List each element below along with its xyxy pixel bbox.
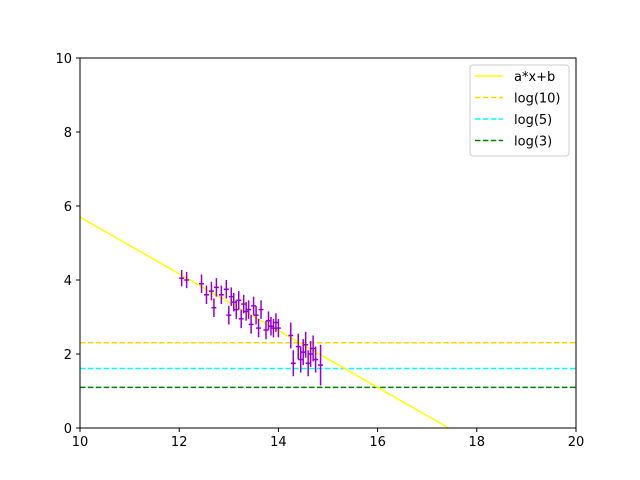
data-point (251, 296, 257, 316)
legend-label: log(5) (514, 113, 552, 128)
data-point (253, 305, 259, 325)
fit-line-group (79, 216, 449, 429)
data-point (243, 302, 249, 321)
data-point (275, 318, 281, 338)
data-point (218, 285, 224, 305)
data-point (288, 322, 294, 349)
data-point (303, 331, 309, 358)
data-point (241, 294, 247, 314)
data-point (231, 292, 237, 312)
x-tick-label: 10 (72, 435, 89, 450)
data-point (313, 346, 319, 373)
legend: a*x+b log(10) log(5) log(3) (469, 64, 570, 157)
x-tick-label: 16 (369, 435, 386, 450)
data-point (213, 278, 219, 297)
data-points (179, 270, 324, 386)
data-point (290, 350, 296, 377)
plot-frame (79, 57, 577, 429)
x-tick-label: 20 (568, 435, 585, 450)
x-tick-label: 18 (469, 435, 486, 450)
data-point (233, 300, 239, 319)
y-tick-label: 10 (55, 52, 72, 67)
data-point (208, 281, 214, 301)
y-tick-label: 0 (64, 422, 72, 437)
legend-label: a*x+b (514, 70, 555, 85)
data-point (310, 335, 316, 362)
data-point (263, 320, 269, 340)
data-point (236, 291, 242, 310)
legend-label: log(3) (514, 135, 552, 150)
data-point (211, 298, 217, 317)
legend-box (469, 64, 570, 157)
reference-lines (80, 342, 576, 389)
y-axis: 0 2 4 6 8 10 (55, 52, 80, 437)
data-point (226, 305, 232, 325)
data-point (199, 274, 204, 293)
data-point (295, 333, 301, 360)
data-point (318, 344, 324, 386)
data-point (256, 318, 262, 338)
data-point (246, 300, 252, 319)
legend-label: log(10) (514, 92, 561, 107)
y-tick-label: 6 (64, 200, 72, 215)
x-tick-label: 14 (270, 435, 287, 450)
data-point (223, 280, 229, 299)
y-tick-label: 4 (64, 274, 72, 289)
y-tick-label: 2 (64, 348, 72, 363)
data-point (308, 341, 314, 367)
data-point (300, 339, 306, 366)
data-point (204, 285, 209, 305)
data-point (238, 309, 244, 329)
x-axis: 10 12 14 16 18 20 (72, 428, 585, 450)
x-tick-label: 12 (171, 435, 188, 450)
data-point (298, 346, 304, 373)
y-tick-label: 8 (64, 126, 72, 141)
data-point (184, 271, 190, 289)
fit-line (79, 216, 449, 429)
data-point (248, 315, 254, 334)
data-point (258, 300, 264, 319)
data-point (268, 317, 274, 336)
data-point (179, 270, 185, 287)
